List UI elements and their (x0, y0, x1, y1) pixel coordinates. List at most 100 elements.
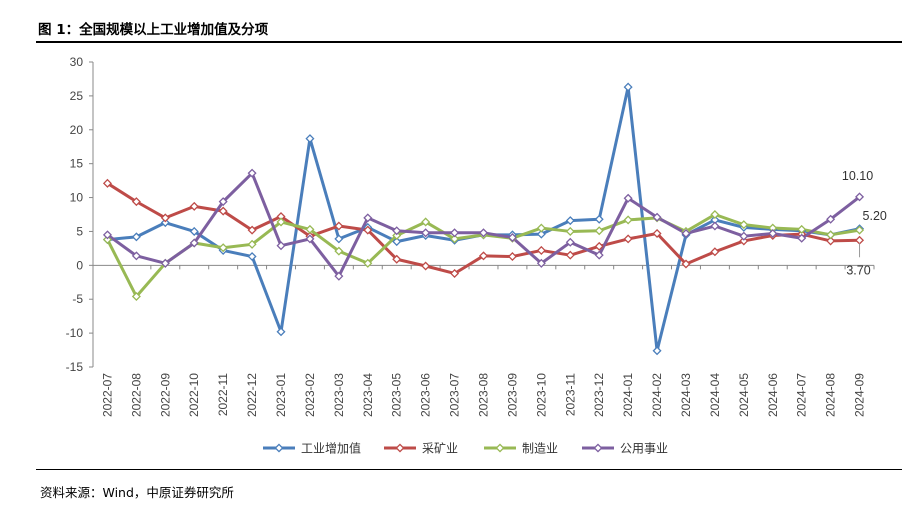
x-tick-label: 2022-10 (187, 373, 201, 417)
y-tick-label: 0 (76, 258, 83, 272)
chart-legend: 工业增加值 采矿业 制造业 公用事业 (263, 441, 668, 456)
x-tick-label: 2023-12 (592, 373, 606, 417)
data-point (102, 235, 112, 245)
x-tick-label: 2024-01 (621, 373, 635, 417)
data-point (565, 237, 575, 247)
chart-annotations: 10.10 5.20 3.70 (842, 169, 887, 277)
data-point (189, 226, 199, 236)
data-point (826, 214, 836, 224)
data-point (160, 213, 170, 223)
data-point (565, 216, 575, 226)
legend-marker (395, 443, 405, 453)
x-tick-label: 2022-08 (129, 373, 143, 417)
data-point (392, 226, 402, 236)
data-point (131, 232, 141, 242)
data-point (478, 228, 489, 238)
data-point (334, 246, 344, 256)
x-tick-label: 2023-05 (390, 373, 404, 417)
data-point (623, 234, 633, 244)
data-point (710, 221, 720, 231)
legend-label: 公用事业 (620, 442, 668, 456)
y-tick-label: 5 (76, 224, 83, 238)
x-tick-label: 2022-12 (245, 373, 259, 417)
data-point (826, 230, 836, 240)
data-point (450, 234, 460, 244)
data-point (739, 220, 749, 230)
data-point (565, 250, 575, 260)
data-point (392, 230, 402, 241)
data-point (855, 192, 865, 202)
data-point (623, 215, 633, 225)
y-tick-label: -15 (66, 360, 84, 374)
data-point (334, 234, 344, 244)
x-tick-label: 2024-04 (708, 373, 722, 417)
data-point (536, 258, 546, 268)
data-point (652, 212, 662, 222)
x-tick-label: 2022-09 (158, 373, 172, 417)
data-point (536, 245, 546, 255)
data-point (363, 225, 373, 235)
data-point (363, 258, 373, 268)
x-tick-label: 2023-02 (303, 373, 317, 417)
data-point (450, 268, 460, 278)
x-tick-label: 2024-06 (766, 373, 780, 417)
legend-marker (274, 443, 284, 453)
data-point (131, 291, 141, 302)
data-point (334, 271, 344, 281)
chart-axes: -15 -10 -5 0 5 10 15 20 25 30 2022-07 2022-08 2022-0… (66, 55, 875, 417)
x-tick-label: 2023-06 (419, 373, 433, 417)
data-point (189, 238, 199, 248)
data-point (334, 221, 344, 231)
x-tick-label: 2023-07 (448, 373, 462, 417)
data-point (131, 251, 141, 261)
data-point (536, 223, 546, 233)
data-point (768, 228, 778, 238)
data-point (739, 236, 749, 246)
data-point (276, 241, 286, 251)
data-point (247, 252, 257, 262)
data-point (160, 258, 170, 268)
y-tick-label: 25 (70, 89, 84, 103)
data-point (507, 233, 517, 243)
x-tick-label: 2024-07 (795, 373, 809, 417)
data-point (276, 327, 286, 337)
data-point (421, 217, 431, 227)
source-note: 资料来源：Wind，中原证券研究所 (40, 485, 234, 500)
annotation-label: 3.70 (846, 263, 870, 277)
data-point (450, 228, 460, 238)
data-point (507, 252, 517, 262)
data-point (710, 209, 720, 220)
data-point (478, 251, 489, 261)
data-point (305, 234, 315, 244)
data-point (739, 231, 749, 241)
data-point (710, 247, 720, 257)
x-tick-label: 2023-08 (477, 373, 491, 417)
x-tick-label: 2024-02 (650, 373, 664, 417)
y-tick-label: 15 (70, 157, 84, 171)
data-point (218, 206, 228, 216)
data-point (855, 225, 865, 235)
x-tick-label: 2023-11 (563, 373, 577, 416)
x-tick-label: 2024-09 (853, 373, 867, 417)
data-point (681, 228, 691, 238)
data-point (363, 213, 373, 223)
data-point (160, 218, 170, 228)
data-point (247, 239, 257, 249)
data-point (826, 236, 836, 246)
y-tick-label: 30 (70, 55, 84, 69)
data-point (594, 214, 604, 224)
data-point (392, 237, 402, 247)
bottom-rule (36, 469, 902, 470)
annotation-label: 5.20 (863, 209, 887, 223)
top-rule (36, 41, 902, 43)
y-tick-label: 10 (70, 191, 84, 205)
data-point (797, 233, 807, 243)
legend-marker (495, 443, 505, 453)
data-point (652, 228, 662, 238)
series-line-0 (107, 85, 860, 353)
data-point (305, 224, 315, 234)
data-point (421, 261, 431, 271)
x-tick-label: 2024-05 (737, 373, 751, 417)
data-point (392, 254, 402, 264)
data-point (855, 235, 865, 245)
